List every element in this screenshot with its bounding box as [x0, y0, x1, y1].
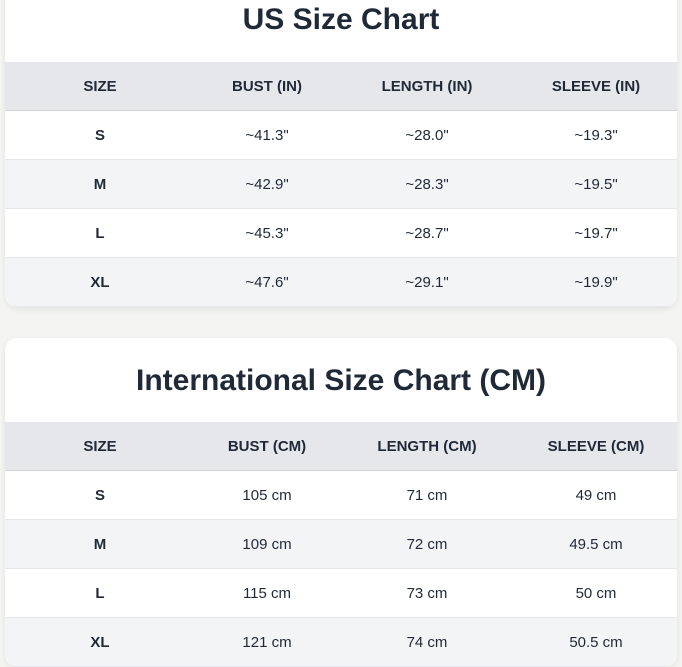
cell-bust: 105 cm	[195, 470, 339, 520]
cell-length: 74 cm	[339, 617, 515, 667]
table-row: XL 121 cm 74 cm 50.5 cm	[5, 617, 677, 667]
table-row: XL ~47.6" ~29.1" ~19.9"	[5, 257, 677, 307]
cell-sleeve: ~19.7"	[515, 208, 677, 258]
cell-size: M	[5, 159, 195, 209]
table-row: L 115 cm 73 cm 50 cm	[5, 568, 677, 618]
cell-sleeve: 49.5 cm	[515, 519, 677, 569]
cell-size: L	[5, 568, 195, 618]
intl-size-chart-card: International Size Chart (CM) SIZE BUST (…	[5, 338, 677, 667]
table-row: L ~45.3" ~28.7" ~19.7"	[5, 208, 677, 258]
cell-bust: 121 cm	[195, 617, 339, 667]
table-row: S ~41.3" ~28.0" ~19.3"	[5, 110, 677, 160]
cell-bust: 115 cm	[195, 568, 339, 618]
column-header-length: LENGTH (CM)	[339, 422, 515, 471]
cell-bust: ~42.9"	[195, 159, 339, 209]
column-header-bust: BUST (IN)	[195, 62, 339, 111]
table-row: S 105 cm 71 cm 49 cm	[5, 470, 677, 520]
cell-bust: ~45.3"	[195, 208, 339, 258]
column-header-length: LENGTH (IN)	[339, 62, 515, 111]
table-row: M ~42.9" ~28.3" ~19.5"	[5, 159, 677, 209]
cell-size: S	[5, 470, 195, 520]
table-header-row: SIZE BUST (CM) LENGTH (CM) SLEEVE (CM)	[5, 422, 677, 471]
cell-length: ~29.1"	[339, 257, 515, 307]
column-header-bust: BUST (CM)	[195, 422, 339, 471]
column-header-size: SIZE	[5, 62, 195, 111]
cell-size: L	[5, 208, 195, 258]
cell-size: M	[5, 519, 195, 569]
intl-size-chart-title: International Size Chart (CM)	[135, 364, 547, 397]
us-size-chart-card: US Size Chart SIZE BUST (IN) LENGTH (IN) SL…	[5, 0, 677, 307]
us-size-chart-title: US Size Chart	[242, 3, 440, 36]
cell-sleeve: 50 cm	[515, 568, 677, 618]
cell-bust: ~47.6"	[195, 257, 339, 307]
cell-size: XL	[5, 257, 195, 307]
us-size-table: SIZE BUST (IN) LENGTH (IN) SLEEVE (IN) S ~41…	[5, 62, 677, 307]
column-header-size: SIZE	[5, 422, 195, 471]
cell-length: ~28.7"	[339, 208, 515, 258]
cell-sleeve: ~19.3"	[515, 110, 677, 160]
cell-length: 72 cm	[339, 519, 515, 569]
cell-length: ~28.3"	[339, 159, 515, 209]
table-header-row: SIZE BUST (IN) LENGTH (IN) SLEEVE (IN)	[5, 62, 677, 111]
intl-size-table: SIZE BUST (CM) LENGTH (CM) SLEEVE (CM) S 105…	[5, 422, 677, 667]
cell-size: S	[5, 110, 195, 160]
cell-sleeve: ~19.5"	[515, 159, 677, 209]
cell-size: XL	[5, 617, 195, 667]
cell-bust: 109 cm	[195, 519, 339, 569]
table-row: M 109 cm 72 cm 49.5 cm	[5, 519, 677, 569]
cell-sleeve: ~19.9"	[515, 257, 677, 307]
cell-length: 71 cm	[339, 470, 515, 520]
column-header-sleeve: SLEEVE (IN)	[515, 62, 677, 111]
cell-sleeve: 49 cm	[515, 470, 677, 520]
column-header-sleeve: SLEEVE (CM)	[515, 422, 677, 471]
cell-bust: ~41.3"	[195, 110, 339, 160]
cell-sleeve: 50.5 cm	[515, 617, 677, 667]
cell-length: ~28.0"	[339, 110, 515, 160]
cell-length: 73 cm	[339, 568, 515, 618]
